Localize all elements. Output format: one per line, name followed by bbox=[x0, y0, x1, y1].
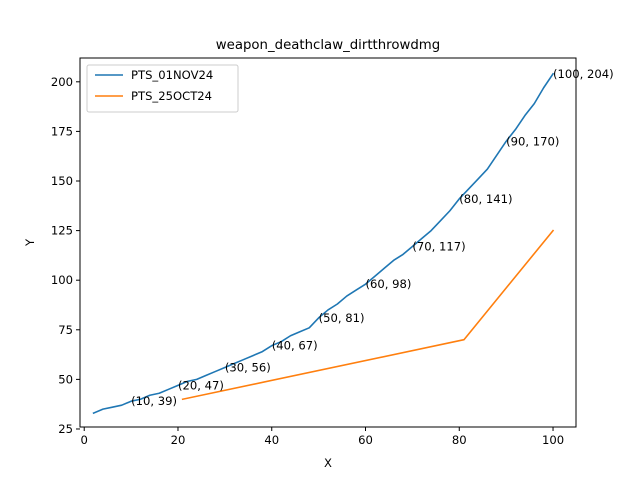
plot-area bbox=[92, 72, 555, 415]
plot-frame bbox=[79, 57, 577, 428]
y-tick-label: 175 bbox=[51, 124, 73, 138]
y-tick-label: 100 bbox=[51, 273, 73, 287]
x-tick-label: 60 bbox=[358, 433, 373, 447]
data-annotation: (70, 117) bbox=[412, 239, 465, 253]
series-line-pts_25oct24 bbox=[181, 229, 555, 401]
series-line-pts_01nov24 bbox=[92, 72, 555, 415]
x-tick-label: 0 bbox=[81, 433, 88, 447]
y-axis-label: Y bbox=[23, 238, 37, 247]
data-annotation: (10, 39) bbox=[131, 394, 177, 408]
x-tick-label: 100 bbox=[542, 433, 564, 447]
y-tick-label: 50 bbox=[58, 372, 73, 386]
data-annotation: (40, 67) bbox=[272, 339, 318, 353]
legend-box bbox=[86, 64, 239, 113]
x-tick-label: 40 bbox=[264, 433, 279, 447]
data-annotation: (60, 98) bbox=[366, 277, 412, 291]
y-tick-label: 25 bbox=[58, 422, 73, 436]
y-axis: 25 50 75 100 125 150 175 200 bbox=[51, 75, 80, 436]
y-tick-label: 125 bbox=[51, 224, 73, 238]
data-annotation: (20, 47) bbox=[178, 378, 224, 392]
legend-label: PTS_25OCT24 bbox=[131, 89, 212, 103]
legend-label: PTS_01NOV24 bbox=[131, 68, 213, 82]
x-tick-label: 80 bbox=[452, 433, 467, 447]
y-tick-label: 150 bbox=[51, 174, 73, 188]
legend: PTS_01NOV24 PTS_25OCT24 bbox=[86, 64, 239, 113]
y-tick-label: 200 bbox=[51, 75, 73, 89]
data-annotation: (100, 204) bbox=[553, 67, 614, 81]
data-annotation: (30, 56) bbox=[225, 360, 271, 374]
chart-title: weapon_deathclaw_dirtthrowdmg bbox=[216, 38, 440, 53]
x-axis: 0 20 40 60 80 100 bbox=[81, 427, 564, 447]
data-annotation: (80, 141) bbox=[459, 192, 512, 206]
data-annotation: (50, 81) bbox=[319, 311, 365, 325]
y-tick-label: 75 bbox=[58, 323, 73, 337]
data-annotations: (10, 39)(20, 47)(30, 56)(40, 67)(50, 81)… bbox=[131, 67, 614, 408]
x-tick-label: 20 bbox=[171, 433, 186, 447]
data-annotation: (90, 170) bbox=[506, 134, 559, 148]
x-axis-label: X bbox=[324, 456, 332, 470]
